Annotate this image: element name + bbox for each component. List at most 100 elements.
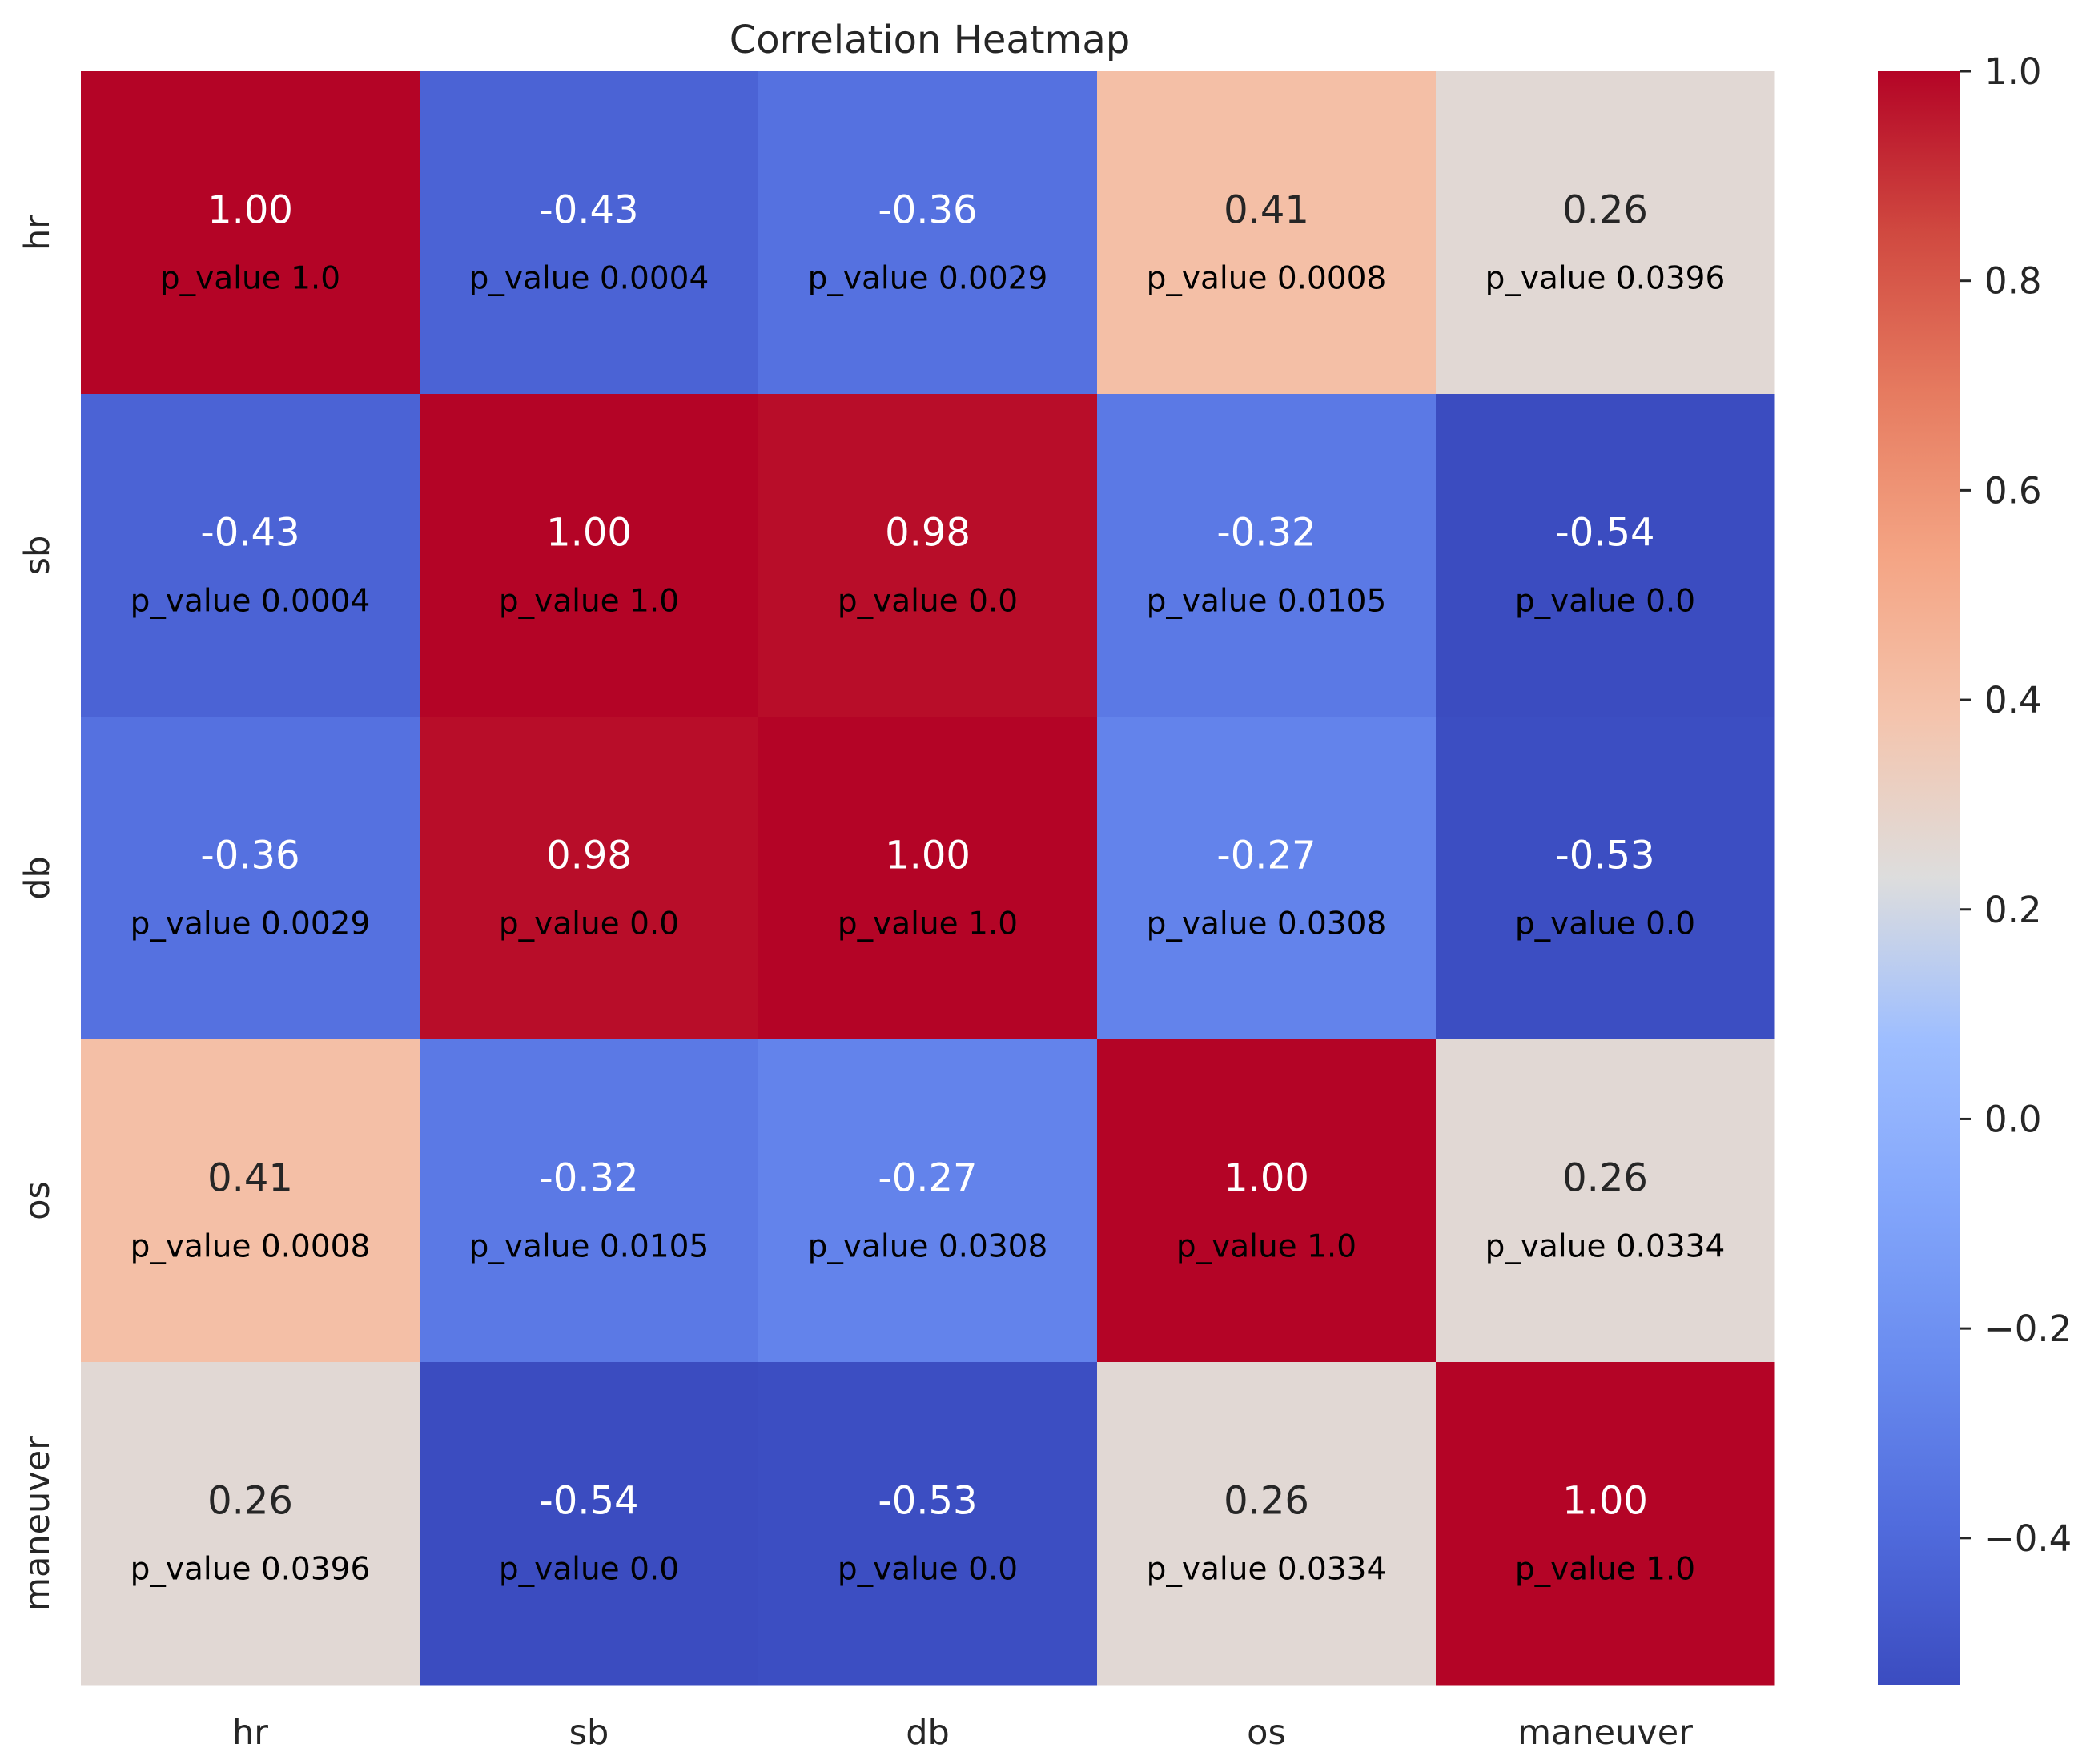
heatmap-cell: 1.00 p_value 1.0	[81, 71, 420, 395]
x-tick-label: maneuver	[1517, 1713, 1693, 1753]
cell-p-value-label: p_value 1.0	[499, 584, 679, 620]
colorbar-tick: 0.6	[1960, 469, 2042, 512]
cell-value-label: -0.32	[1216, 511, 1316, 556]
cell-value-label: 1.00	[207, 188, 293, 233]
colorbar-tick-label: 1.0	[1984, 50, 2042, 93]
cell-value-label: -0.36	[200, 834, 299, 878]
cell-p-value-label: p_value 0.0308	[1147, 906, 1387, 942]
cell-rect	[420, 717, 759, 1040]
cell-rect	[81, 1039, 420, 1363]
colorbar-tick-label: 0.4	[1984, 679, 2042, 721]
heatmap-cell: 1.00 p_value 1.0	[1097, 1039, 1437, 1363]
heatmap-cell: 0.41 p_value 0.0008	[1097, 71, 1437, 395]
x-axis-ticks: hr sb db os maneuver	[232, 1713, 1693, 1753]
heatmap-cell: 0.41 p_value 0.0008	[81, 1039, 420, 1363]
colorbar-tick-label: 0.2	[1984, 889, 2042, 931]
heatmap-cell: 0.26 p_value 0.0396	[1436, 71, 1775, 395]
heatmap-cell: -0.27 p_value 0.0308	[758, 1039, 1098, 1363]
colorbar-tick: 1.0	[1960, 50, 2042, 93]
colorbar-tick: 0.8	[1960, 260, 2042, 303]
cell-rect	[1436, 394, 1775, 717]
cell-value-label: 0.26	[1224, 1479, 1309, 1524]
colorbar-tick: 0.4	[1960, 679, 2042, 721]
y-tick-label: maneuver	[18, 1436, 58, 1611]
cell-value-label: -0.53	[878, 1479, 977, 1524]
heatmap-cell: 0.26 p_value 0.0334	[1097, 1362, 1437, 1686]
heatmap-cell: 0.26 p_value 0.0396	[81, 1362, 420, 1686]
cell-value-label: 0.98	[546, 834, 632, 878]
cell-rect	[81, 71, 420, 395]
x-tick-label: sb	[569, 1713, 609, 1753]
cell-rect	[758, 1362, 1098, 1686]
cell-p-value-label: p_value 0.0	[1515, 906, 1695, 942]
cell-value-label: 0.26	[1562, 188, 1648, 233]
cell-p-value-label: p_value 1.0	[1176, 1229, 1356, 1265]
cell-value-label: -0.27	[878, 1156, 977, 1201]
cell-rect	[758, 717, 1098, 1040]
heatmap-cell: -0.32 p_value 0.0105	[1097, 394, 1437, 717]
colorbar-tick-label: −0.2	[1984, 1308, 2072, 1350]
colorbar-tick: −0.4	[1960, 1517, 2072, 1560]
heatmap-cell: -0.36 p_value 0.0029	[758, 71, 1098, 395]
cell-rect	[420, 394, 759, 717]
cell-p-value-label: p_value 0.0	[838, 584, 1018, 620]
cell-value-label: 1.00	[885, 834, 971, 878]
heatmap-cell: 0.98 p_value 0.0	[420, 717, 759, 1040]
cell-rect	[420, 1362, 759, 1686]
cell-rect	[1097, 1362, 1437, 1686]
cell-rect	[758, 394, 1098, 717]
heatmap-cell: 1.00 p_value 1.0	[1436, 1362, 1775, 1686]
cell-value-label: 0.41	[1224, 188, 1309, 233]
cell-rect	[81, 717, 420, 1040]
x-tick-label: db	[906, 1713, 950, 1753]
x-tick-label: os	[1247, 1713, 1286, 1753]
y-tick-label: os	[18, 1181, 58, 1220]
cell-p-value-label: p_value 0.0	[499, 1552, 679, 1588]
colorbar: 1.0 0.8 0.6 0.4 0.2 0.0 −0.2 −0.4	[1878, 50, 2072, 1685]
heatmap-cells: 1.00 p_value 1.0 -0.43 p_value 0.0004 -0.36 p…	[81, 71, 1775, 1686]
cell-rect	[1097, 1039, 1437, 1363]
cell-value-label: 0.41	[207, 1156, 293, 1201]
cell-p-value-label: p_value 0.0308	[808, 1229, 1048, 1265]
cell-p-value-label: p_value 1.0	[838, 906, 1018, 942]
heatmap-cell: 1.00 p_value 1.0	[420, 394, 759, 717]
cell-value-label: -0.54	[539, 1479, 638, 1524]
cell-rect	[420, 71, 759, 395]
cell-p-value-label: p_value 1.0	[160, 261, 340, 297]
cell-value-label: 1.00	[546, 511, 632, 556]
y-tick-label: sb	[18, 536, 58, 576]
heatmap-cell: -0.54 p_value 0.0	[420, 1362, 759, 1686]
cell-rect	[1436, 1039, 1775, 1363]
cell-value-label: -0.43	[539, 188, 638, 233]
cell-p-value-label: p_value 0.0334	[1485, 1229, 1726, 1265]
heatmap-cell: 0.26 p_value 0.0334	[1436, 1039, 1775, 1363]
cell-value-label: 0.26	[1562, 1156, 1648, 1201]
cell-value-label: 1.00	[1224, 1156, 1309, 1201]
cell-value-label: -0.43	[200, 511, 299, 556]
cell-p-value-label: p_value 0.0396	[1485, 261, 1726, 297]
cell-p-value-label: p_value 1.0	[1515, 1552, 1695, 1588]
heatmap-cell: -0.53 p_value 0.0	[758, 1362, 1098, 1686]
cell-rect	[1436, 1362, 1775, 1686]
cell-p-value-label: p_value 0.0008	[131, 1229, 371, 1265]
cell-p-value-label: p_value 0.0105	[469, 1229, 709, 1265]
colorbar-tick: 0.2	[1960, 889, 2042, 931]
colorbar-tick: −0.2	[1960, 1308, 2072, 1350]
cell-p-value-label: p_value 0.0008	[1147, 261, 1387, 297]
chart-title: Correlation Heatmap	[729, 18, 1130, 62]
heatmap-cell: 0.98 p_value 0.0	[758, 394, 1098, 717]
cell-p-value-label: p_value 0.0004	[469, 261, 709, 297]
cell-p-value-label: p_value 0.0	[1515, 584, 1695, 620]
heatmap-cell: -0.36 p_value 0.0029	[81, 717, 420, 1040]
cell-rect	[81, 1362, 420, 1686]
cell-p-value-label: p_value 0.0	[499, 906, 679, 942]
cell-value-label: -0.27	[1216, 834, 1316, 878]
heatmap-cell: -0.27 p_value 0.0308	[1097, 717, 1437, 1040]
cell-value-label: 0.98	[885, 511, 971, 556]
cell-rect	[1097, 394, 1437, 717]
cell-p-value-label: p_value 0.0029	[131, 906, 371, 942]
cell-p-value-label: p_value 0.0004	[131, 584, 371, 620]
cell-rect	[81, 394, 420, 717]
